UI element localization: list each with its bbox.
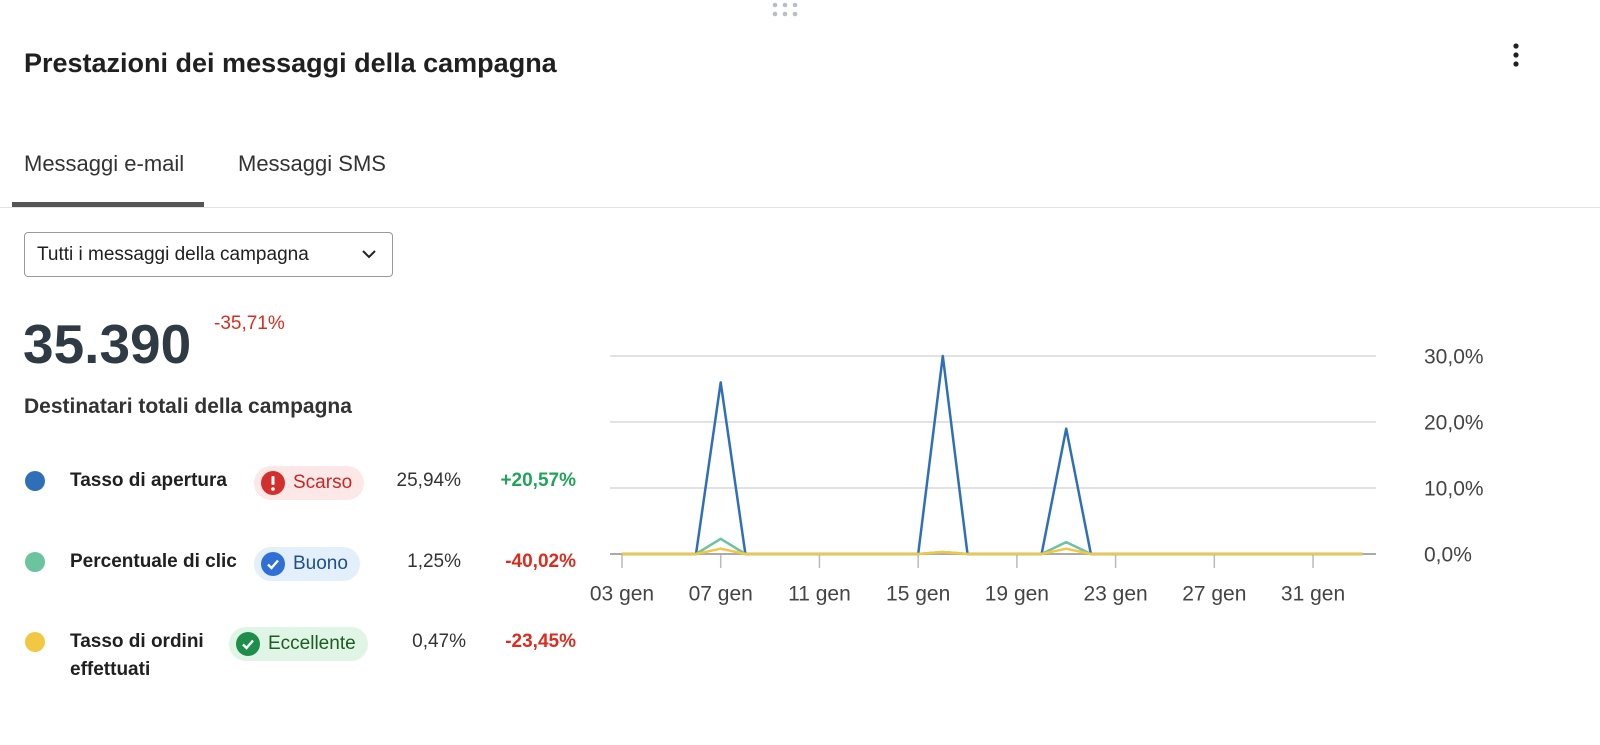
badge-label: Eccellente: [268, 633, 356, 654]
x-tick-label: 23 gen: [1083, 583, 1147, 606]
x-tick-label: 15 gen: [886, 583, 950, 606]
drag-handle[interactable]: [771, 2, 799, 18]
badge: Scarso: [254, 466, 365, 500]
metric-value: 0,47%: [412, 631, 466, 652]
badge: Eccellente: [229, 627, 368, 661]
y-tick-label: 20,0%: [1424, 412, 1484, 435]
y-tick-label: 0,0%: [1424, 544, 1472, 567]
x-tick-label: 31 gen: [1281, 583, 1345, 606]
metric-change: -40,02%: [505, 551, 576, 572]
metric-change: +20,57%: [500, 470, 576, 491]
chevron: [362, 250, 376, 259]
x-tick-label: 07 gen: [689, 583, 753, 606]
tab-indicator: [12, 202, 204, 207]
legend-dot: [25, 552, 45, 572]
metric-name: Tasso di apertura: [70, 470, 227, 491]
tab[interactable]: Messaggi SMS: [238, 151, 386, 176]
tab[interactable]: Messaggi e-mail: [24, 151, 185, 176]
more-menu[interactable]: [1508, 42, 1524, 70]
x-tick-label: 27 gen: [1182, 583, 1246, 606]
y-tick-label: 10,0%: [1424, 478, 1484, 501]
title: Prestazioni dei messaggi della campagna: [24, 48, 557, 78]
divider: [0, 207, 1600, 208]
legend-dot: [25, 471, 45, 491]
total-change: -35,71%: [214, 313, 285, 334]
series-line: [622, 354, 1363, 556]
metric-name: Percentuale di clic: [70, 551, 237, 572]
dropdown[interactable]: [24, 232, 393, 277]
metric-value: 1,25%: [407, 551, 461, 572]
badge-label: Buono: [293, 553, 348, 574]
x-tick-label: 03 gen: [590, 583, 654, 606]
y-tick-label: 30,0%: [1424, 346, 1484, 369]
total-label: Destinatari totali della campagna: [24, 395, 352, 418]
metric-change: -23,45%: [505, 631, 576, 652]
metric-value: 25,94%: [396, 470, 461, 491]
metric-name: Tasso di ordini effettuati: [70, 631, 204, 680]
x-tick-label: 11 gen: [788, 583, 851, 606]
series-line: [622, 547, 1363, 556]
badge: Buono: [254, 547, 360, 581]
legend-dot: [25, 632, 45, 652]
x-tick-label: 19 gen: [985, 583, 1049, 606]
total-value: 35.390: [23, 313, 192, 375]
dropdown-label: Tutti i messaggi della campagna: [37, 244, 309, 265]
badge-label: Scarso: [293, 472, 353, 493]
